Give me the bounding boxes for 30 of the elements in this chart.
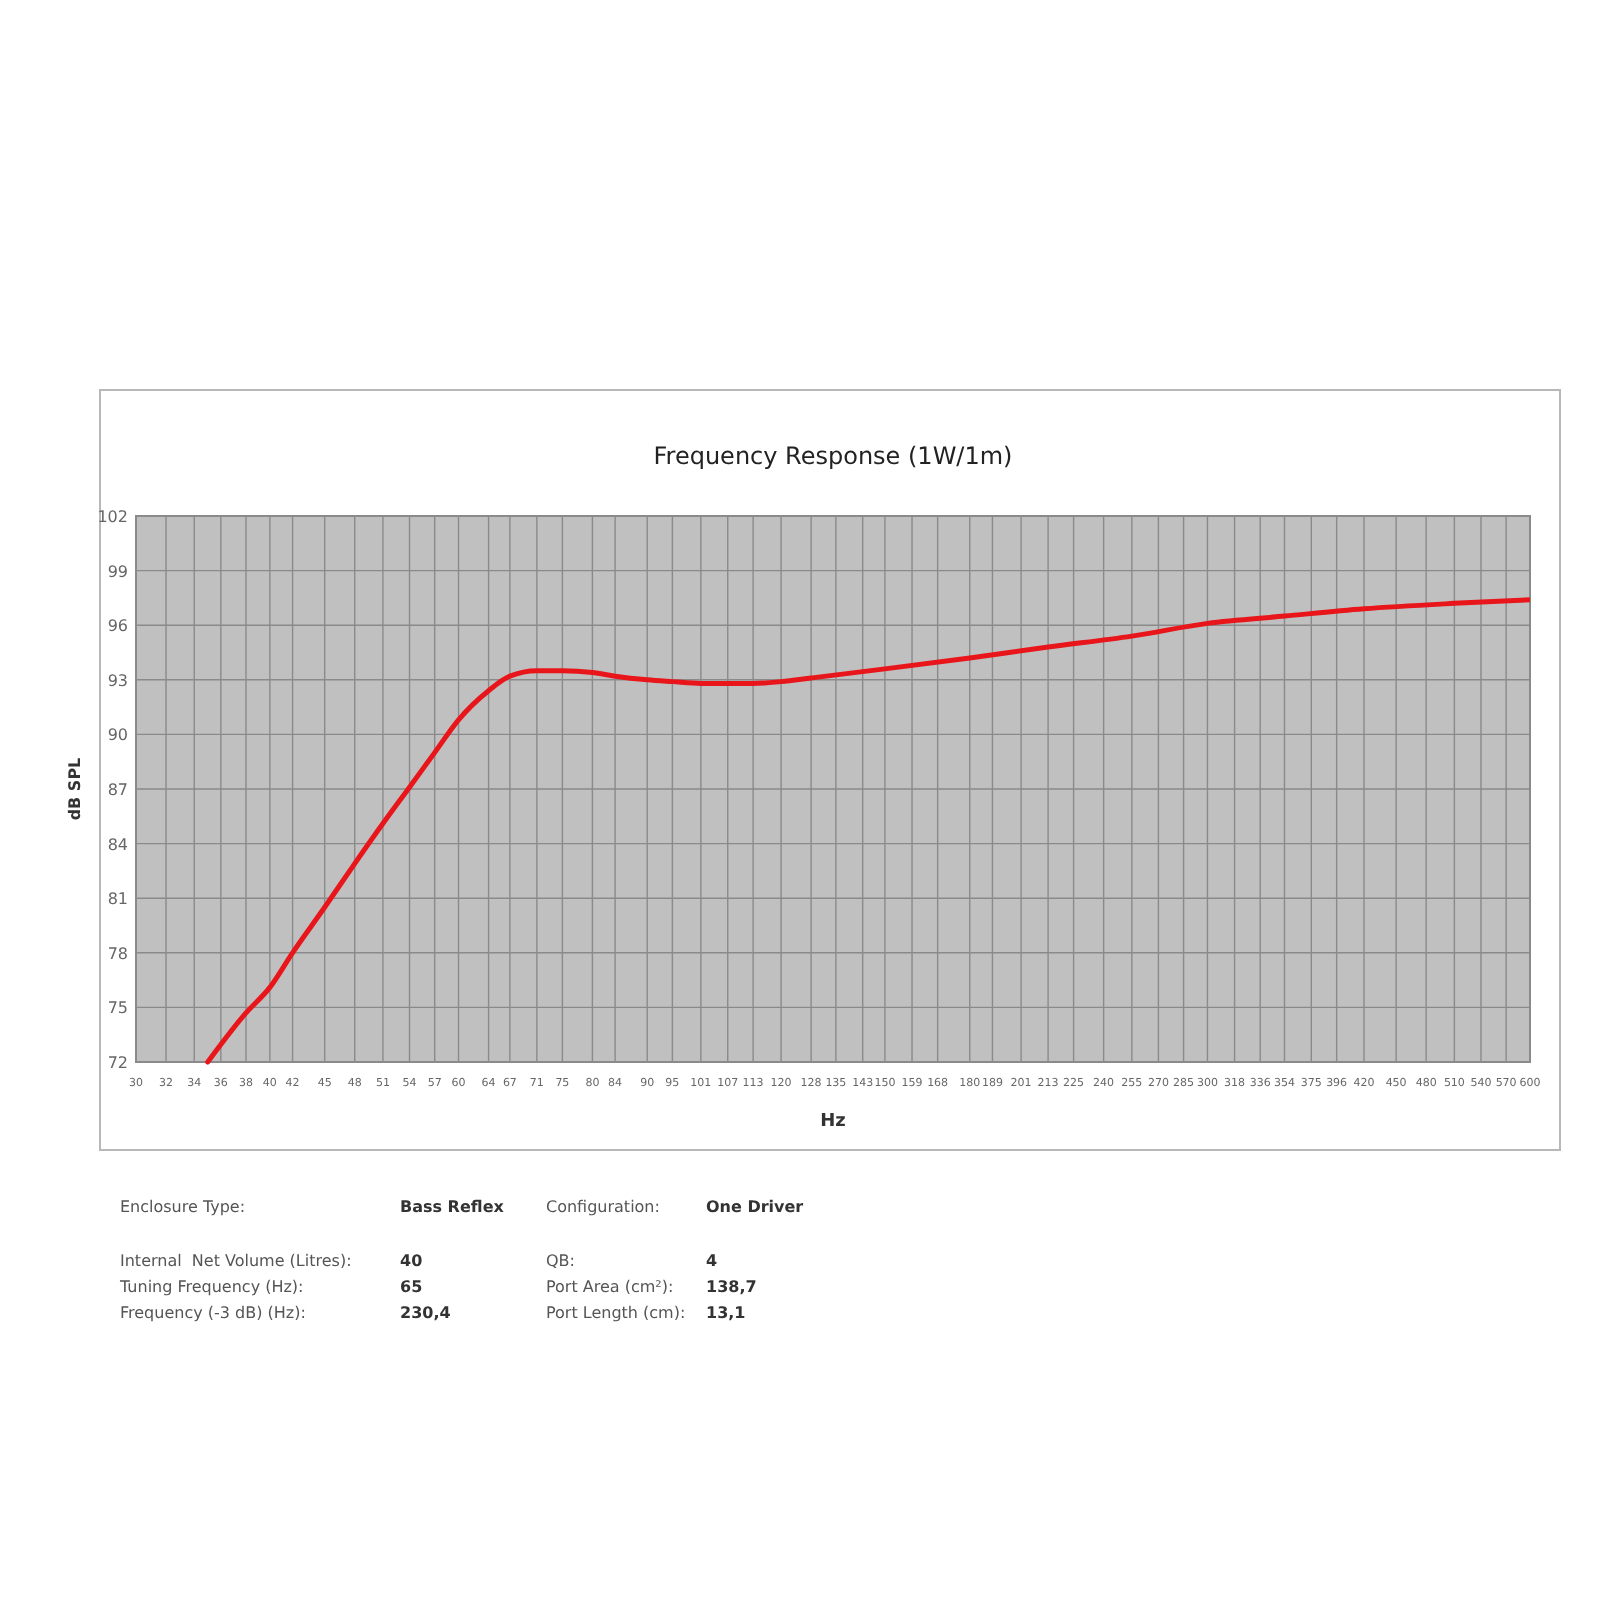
y-tick-label: 99 bbox=[107, 562, 128, 581]
y-tick-label: 84 bbox=[107, 835, 128, 854]
y-tick-label: 78 bbox=[107, 944, 128, 963]
text: Port Area (cm²): bbox=[546, 1278, 674, 1296]
text: 13,1 bbox=[706, 1304, 747, 1322]
text: Enclosure Type: bbox=[120, 1198, 246, 1216]
y-tick-label: 75 bbox=[107, 999, 128, 1018]
text: 230,4 bbox=[400, 1304, 452, 1322]
y-axis-title: dB SPL bbox=[66, 757, 84, 821]
y-tick-label: 102 bbox=[97, 508, 128, 526]
chart-title: Frequency Response (1W/1m) bbox=[653, 442, 1013, 470]
text: Internal Net Volume (Litres): bbox=[120, 1252, 352, 1270]
text: Port Length (cm): bbox=[546, 1304, 686, 1322]
text: Tuning Frequency (Hz): bbox=[118, 1278, 304, 1296]
x-axis-title: Hz bbox=[820, 1112, 846, 1132]
text: 4 bbox=[706, 1252, 718, 1270]
text: Configuration: bbox=[546, 1198, 660, 1216]
y-tick-label: 81 bbox=[107, 890, 128, 909]
text: QB: bbox=[546, 1252, 575, 1270]
y-tick-label: 96 bbox=[107, 617, 128, 636]
y-tick-label: 72 bbox=[107, 1054, 128, 1072]
text: One Driver bbox=[706, 1198, 804, 1216]
y-tick-label: 87 bbox=[107, 781, 128, 799]
text: 40 bbox=[400, 1252, 424, 1270]
text: 65 bbox=[400, 1278, 424, 1296]
text: 138,7 bbox=[706, 1278, 757, 1296]
text: Bass Reflex bbox=[400, 1198, 506, 1216]
text: Frequency (-3 dB) (Hz): bbox=[120, 1304, 306, 1322]
y-tick-label: 93 bbox=[107, 671, 128, 690]
y-tick-label: 90 bbox=[107, 726, 128, 745]
